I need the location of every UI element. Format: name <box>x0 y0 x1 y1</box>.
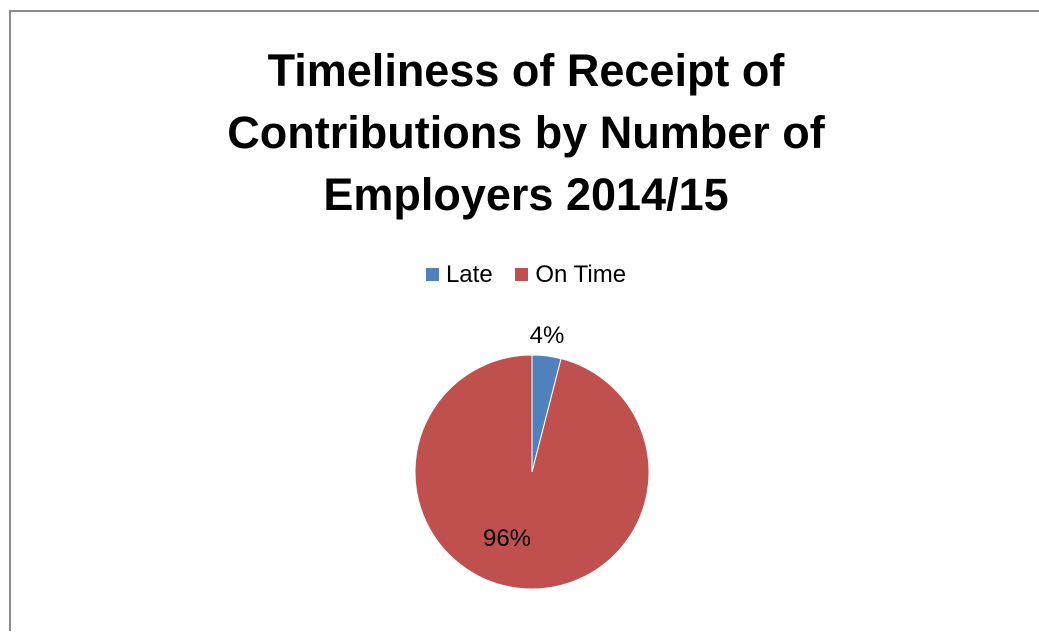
chart-title-line-3: Employers 2014/15 <box>323 169 729 220</box>
data-label-on-time: 96% <box>483 525 531 552</box>
data-label-late: 4% <box>530 322 565 349</box>
pie-slice-on-time <box>414 354 650 590</box>
legend-swatch-late <box>425 268 439 281</box>
legend-label-late: Late <box>445 260 493 288</box>
chart-legend: Late On Time <box>11 260 1039 289</box>
legend-item-late: Late <box>425 260 493 289</box>
chart-title-line-2: Contributions by Number of <box>227 107 825 158</box>
chart-title-line-1: Timeliness of Receipt of <box>267 45 785 96</box>
legend-label-on-time: On Time <box>535 260 627 288</box>
pie-chart: 4% 96% <box>414 322 650 590</box>
chart-area: Timeliness of Receipt of Contributions b… <box>9 10 1039 631</box>
legend-swatch-on-time <box>515 268 529 281</box>
chart-title: Timeliness of Receipt of Contributions b… <box>11 40 1039 226</box>
legend-item-on-time: On Time <box>515 261 626 289</box>
